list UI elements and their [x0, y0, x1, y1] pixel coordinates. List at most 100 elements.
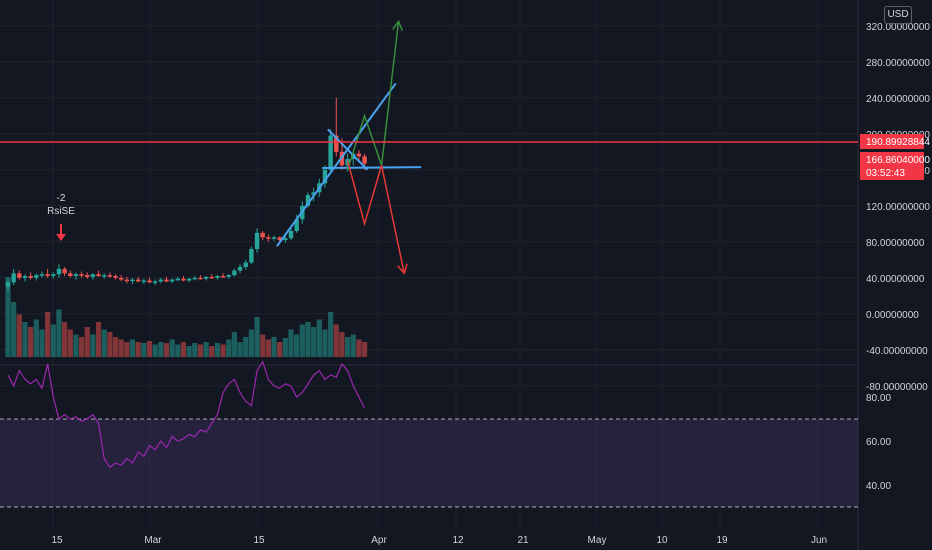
time-tick-label: Jun [811, 535, 827, 546]
rsi-band-fill [0, 419, 858, 507]
volume-bar [333, 324, 339, 357]
candle [28, 272, 33, 280]
candle [328, 129, 333, 175]
candle-body [158, 279, 164, 282]
volume-bar [39, 329, 45, 357]
volume-bar [265, 339, 271, 357]
volume-bar [197, 344, 204, 357]
candle [198, 275, 203, 280]
volume-bar [311, 327, 317, 357]
volume-bar [220, 344, 226, 357]
volume-bar [299, 324, 305, 357]
volume-bar [231, 332, 237, 357]
volume-bar [192, 343, 198, 357]
candle [141, 278, 147, 285]
volume-bar [67, 329, 73, 357]
candle [68, 270, 73, 278]
volume-bar [28, 327, 34, 357]
candle-body [51, 274, 56, 277]
volume-bar [73, 334, 79, 357]
candle-body [62, 268, 67, 274]
time-tick-label: 19 [716, 535, 728, 546]
candle [135, 276, 141, 283]
candle-body [79, 274, 84, 276]
volume-bar [271, 337, 277, 357]
volume-bar [141, 343, 147, 357]
signal-marker: -2 RsiSE [47, 193, 75, 241]
candle [85, 272, 90, 279]
candle [22, 274, 28, 282]
candles[interactable] [5, 97, 367, 292]
candle-body [22, 276, 28, 278]
candle-body [119, 277, 124, 280]
volume-bar [226, 339, 232, 357]
time-tick-label: May [588, 535, 607, 546]
volume-bar [158, 342, 164, 357]
candle-body [135, 279, 141, 282]
candle [192, 276, 197, 281]
signal-arrow-head [56, 234, 66, 241]
candle [5, 279, 11, 292]
volume-bar [277, 342, 283, 357]
candle-body [356, 153, 362, 157]
rsi-axis[interactable]: 80.00 60.00 40.00 [866, 393, 891, 492]
candle [17, 270, 22, 280]
candle [45, 268, 50, 278]
candle [96, 270, 101, 277]
price-tick-label: -40.00000000 [866, 346, 928, 357]
price-tick-label: 320.00000000 [866, 22, 930, 33]
volume-bar [350, 334, 356, 357]
volume-bar [84, 327, 90, 357]
candle-body [45, 274, 50, 277]
projection-down-arrow-head [397, 263, 408, 275]
candle-body [328, 135, 333, 170]
volume-bar [361, 342, 368, 357]
projection-down-arrow [346, 160, 405, 274]
price-tick-label: 280.00000000 [866, 58, 930, 69]
volume-bar [305, 322, 311, 357]
candle [102, 273, 107, 279]
candle-body [152, 281, 158, 283]
volume-bar [163, 343, 170, 357]
volume-bar [112, 337, 119, 357]
candle [56, 264, 62, 278]
candle-body [362, 156, 367, 164]
volume-bar [90, 334, 96, 357]
candle-body [249, 249, 254, 263]
volume-bar [322, 329, 328, 357]
volume-bar [248, 329, 254, 357]
signal-label-name: RsiSE [47, 206, 75, 217]
candle [322, 165, 328, 188]
last-price-tag [860, 152, 924, 180]
rsi-band [0, 418, 858, 508]
time-axis[interactable]: 15 Mar 15 Apr 12 21 May 10 19 Jun [51, 535, 827, 546]
volume-bars [5, 277, 368, 357]
time-tick-label: 15 [253, 535, 265, 546]
candle-body [305, 195, 311, 206]
candle [288, 228, 294, 241]
rsi-series [7, 360, 366, 469]
candle-body [175, 278, 180, 281]
candle-body [181, 278, 186, 281]
candle [164, 276, 169, 283]
candle-body [186, 278, 192, 281]
candle-body [90, 274, 96, 277]
volume-bar [316, 319, 322, 357]
candle [271, 235, 277, 241]
currency-badge[interactable]: USD [884, 6, 912, 24]
candle [175, 276, 180, 282]
candle-body [147, 280, 152, 283]
candle-body [334, 135, 339, 152]
candle-body [271, 237, 277, 239]
trend-drawings[interactable] [276, 19, 422, 275]
grid-lines [0, 0, 859, 550]
signal-label-value: -2 [57, 193, 66, 204]
countdown-label: 03:52:43 [866, 168, 905, 179]
price-axis[interactable]: 360.00000000320.00000000280.00000000240.… [866, 0, 930, 393]
volume-bar [345, 337, 351, 357]
candle [215, 275, 220, 280]
volume-bar [328, 312, 334, 357]
candle [119, 275, 124, 282]
volume-bar [254, 317, 260, 357]
